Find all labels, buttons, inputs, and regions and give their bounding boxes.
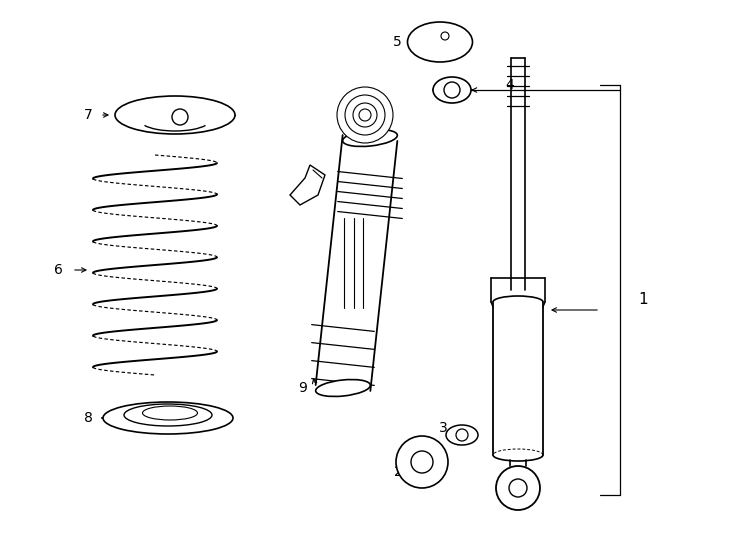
Circle shape bbox=[359, 109, 371, 121]
Circle shape bbox=[337, 87, 393, 143]
Text: 7: 7 bbox=[84, 108, 92, 122]
Text: 2: 2 bbox=[393, 465, 402, 479]
Text: 1: 1 bbox=[638, 293, 648, 307]
Text: 8: 8 bbox=[84, 411, 92, 425]
Circle shape bbox=[509, 479, 527, 497]
Ellipse shape bbox=[407, 22, 473, 62]
Circle shape bbox=[441, 32, 449, 40]
Circle shape bbox=[353, 103, 377, 127]
Ellipse shape bbox=[433, 77, 471, 103]
Ellipse shape bbox=[316, 380, 371, 396]
Circle shape bbox=[396, 436, 448, 488]
Circle shape bbox=[411, 451, 433, 473]
Ellipse shape bbox=[343, 130, 397, 146]
Circle shape bbox=[345, 95, 385, 135]
Circle shape bbox=[444, 82, 460, 98]
Ellipse shape bbox=[446, 425, 478, 445]
Ellipse shape bbox=[115, 96, 235, 134]
Text: 3: 3 bbox=[439, 421, 448, 435]
Ellipse shape bbox=[142, 406, 197, 420]
Circle shape bbox=[456, 429, 468, 441]
Text: 4: 4 bbox=[506, 78, 515, 92]
Circle shape bbox=[172, 109, 188, 125]
Text: 9: 9 bbox=[299, 381, 308, 395]
Text: 5: 5 bbox=[393, 35, 401, 49]
Circle shape bbox=[496, 466, 540, 510]
Text: 6: 6 bbox=[54, 263, 62, 277]
Ellipse shape bbox=[103, 402, 233, 434]
Ellipse shape bbox=[124, 404, 212, 426]
